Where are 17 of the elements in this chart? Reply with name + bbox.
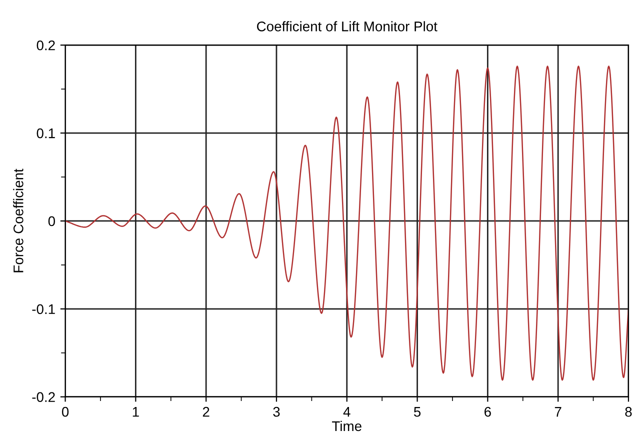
y-tick-label: -0.2	[32, 392, 55, 402]
x-axis-title: Time	[332, 420, 362, 432]
x-tick-label: 7	[554, 407, 562, 417]
y-tick-label: 0.2	[36, 40, 55, 50]
x-tick-label: 8	[625, 406, 632, 417]
y-tick-label: 0	[48, 216, 56, 226]
y-axis-title: Force Coefficient	[13, 168, 24, 272]
x-tick-label: 2	[202, 406, 210, 417]
y-tick-label: -0.1	[32, 304, 55, 314]
x-tick-label: 5	[414, 407, 421, 417]
x-tick-label: 6	[484, 406, 491, 417]
chart-title: Coefficient of Lift Monitor Plot	[257, 21, 438, 32]
x-tick-label: 1	[132, 407, 139, 417]
x-tick-label: 0	[62, 406, 69, 417]
y-tick-label: 0.1	[36, 128, 55, 138]
x-tick-label: 3	[273, 406, 280, 417]
x-tick-label: 4	[343, 407, 350, 417]
